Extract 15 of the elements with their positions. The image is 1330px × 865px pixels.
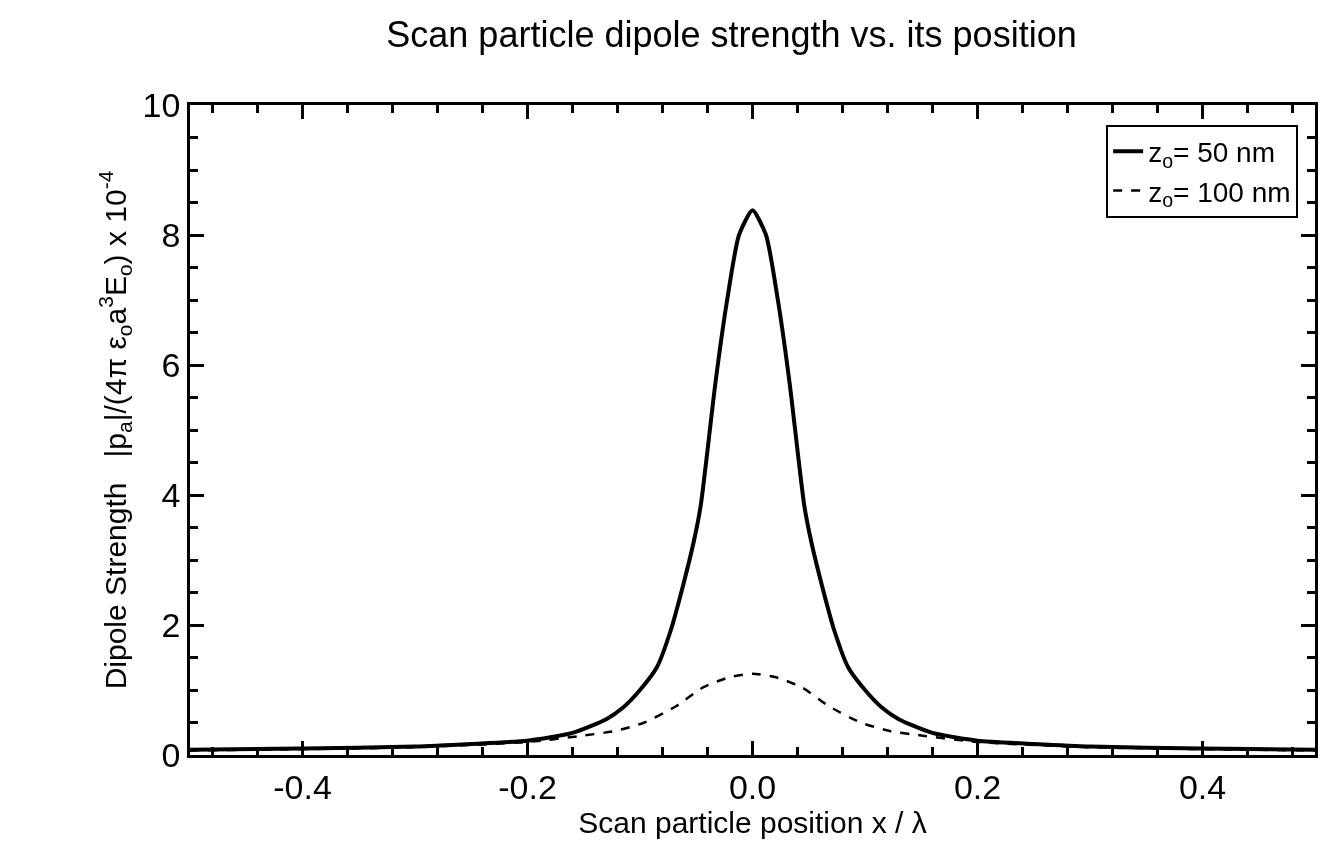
legend-label: z$_{o}$= 100 nm [1148, 176, 1291, 212]
legend-label: z$_{o}$= 50 nm [1148, 137, 1275, 172]
y-tick-label: 10 [142, 85, 181, 124]
chart-title: Scan particle dipole strength vs. its position [386, 13, 1077, 55]
y-tick-label: 4 [161, 475, 181, 514]
x-axis-title: Scan particle position x / λ [578, 805, 927, 839]
y-tick-label: 6 [161, 345, 181, 384]
x-tick-label: 0.2 [953, 767, 1002, 806]
x-tick-label: -0.4 [273, 767, 332, 806]
y-tick-label: 8 [161, 215, 181, 254]
y-tick-label: 2 [161, 605, 181, 644]
y-tick-label: 0 [161, 735, 181, 774]
x-tick-label: -0.2 [498, 767, 557, 806]
x-tick-label: 0.0 [728, 767, 777, 806]
x-tick-label: 0.4 [1178, 767, 1227, 806]
